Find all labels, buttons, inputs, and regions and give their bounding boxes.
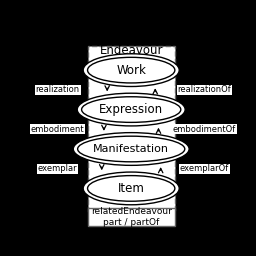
Ellipse shape [83,172,179,205]
Ellipse shape [73,133,189,165]
Ellipse shape [83,54,179,87]
Text: Manifestation: Manifestation [93,144,169,154]
Text: embodimentOf: embodimentOf [173,125,236,134]
Ellipse shape [88,176,175,201]
Text: exemplar: exemplar [38,164,78,173]
FancyBboxPatch shape [88,208,175,226]
Text: exemplarOf: exemplarOf [180,164,229,173]
FancyBboxPatch shape [88,47,175,212]
Text: embodiment: embodiment [31,125,84,134]
Ellipse shape [82,97,181,122]
Ellipse shape [77,93,185,126]
Text: realization: realization [36,85,80,94]
Text: Work: Work [116,64,146,77]
Ellipse shape [78,136,185,162]
Text: Expression: Expression [99,103,163,116]
Text: realizationOf: realizationOf [178,85,231,94]
Text: Item: Item [118,182,145,195]
Text: Endeavour: Endeavour [99,44,163,57]
Ellipse shape [88,57,175,83]
Text: relatedEndeavour
part / partOf: relatedEndeavour part / partOf [91,207,172,227]
